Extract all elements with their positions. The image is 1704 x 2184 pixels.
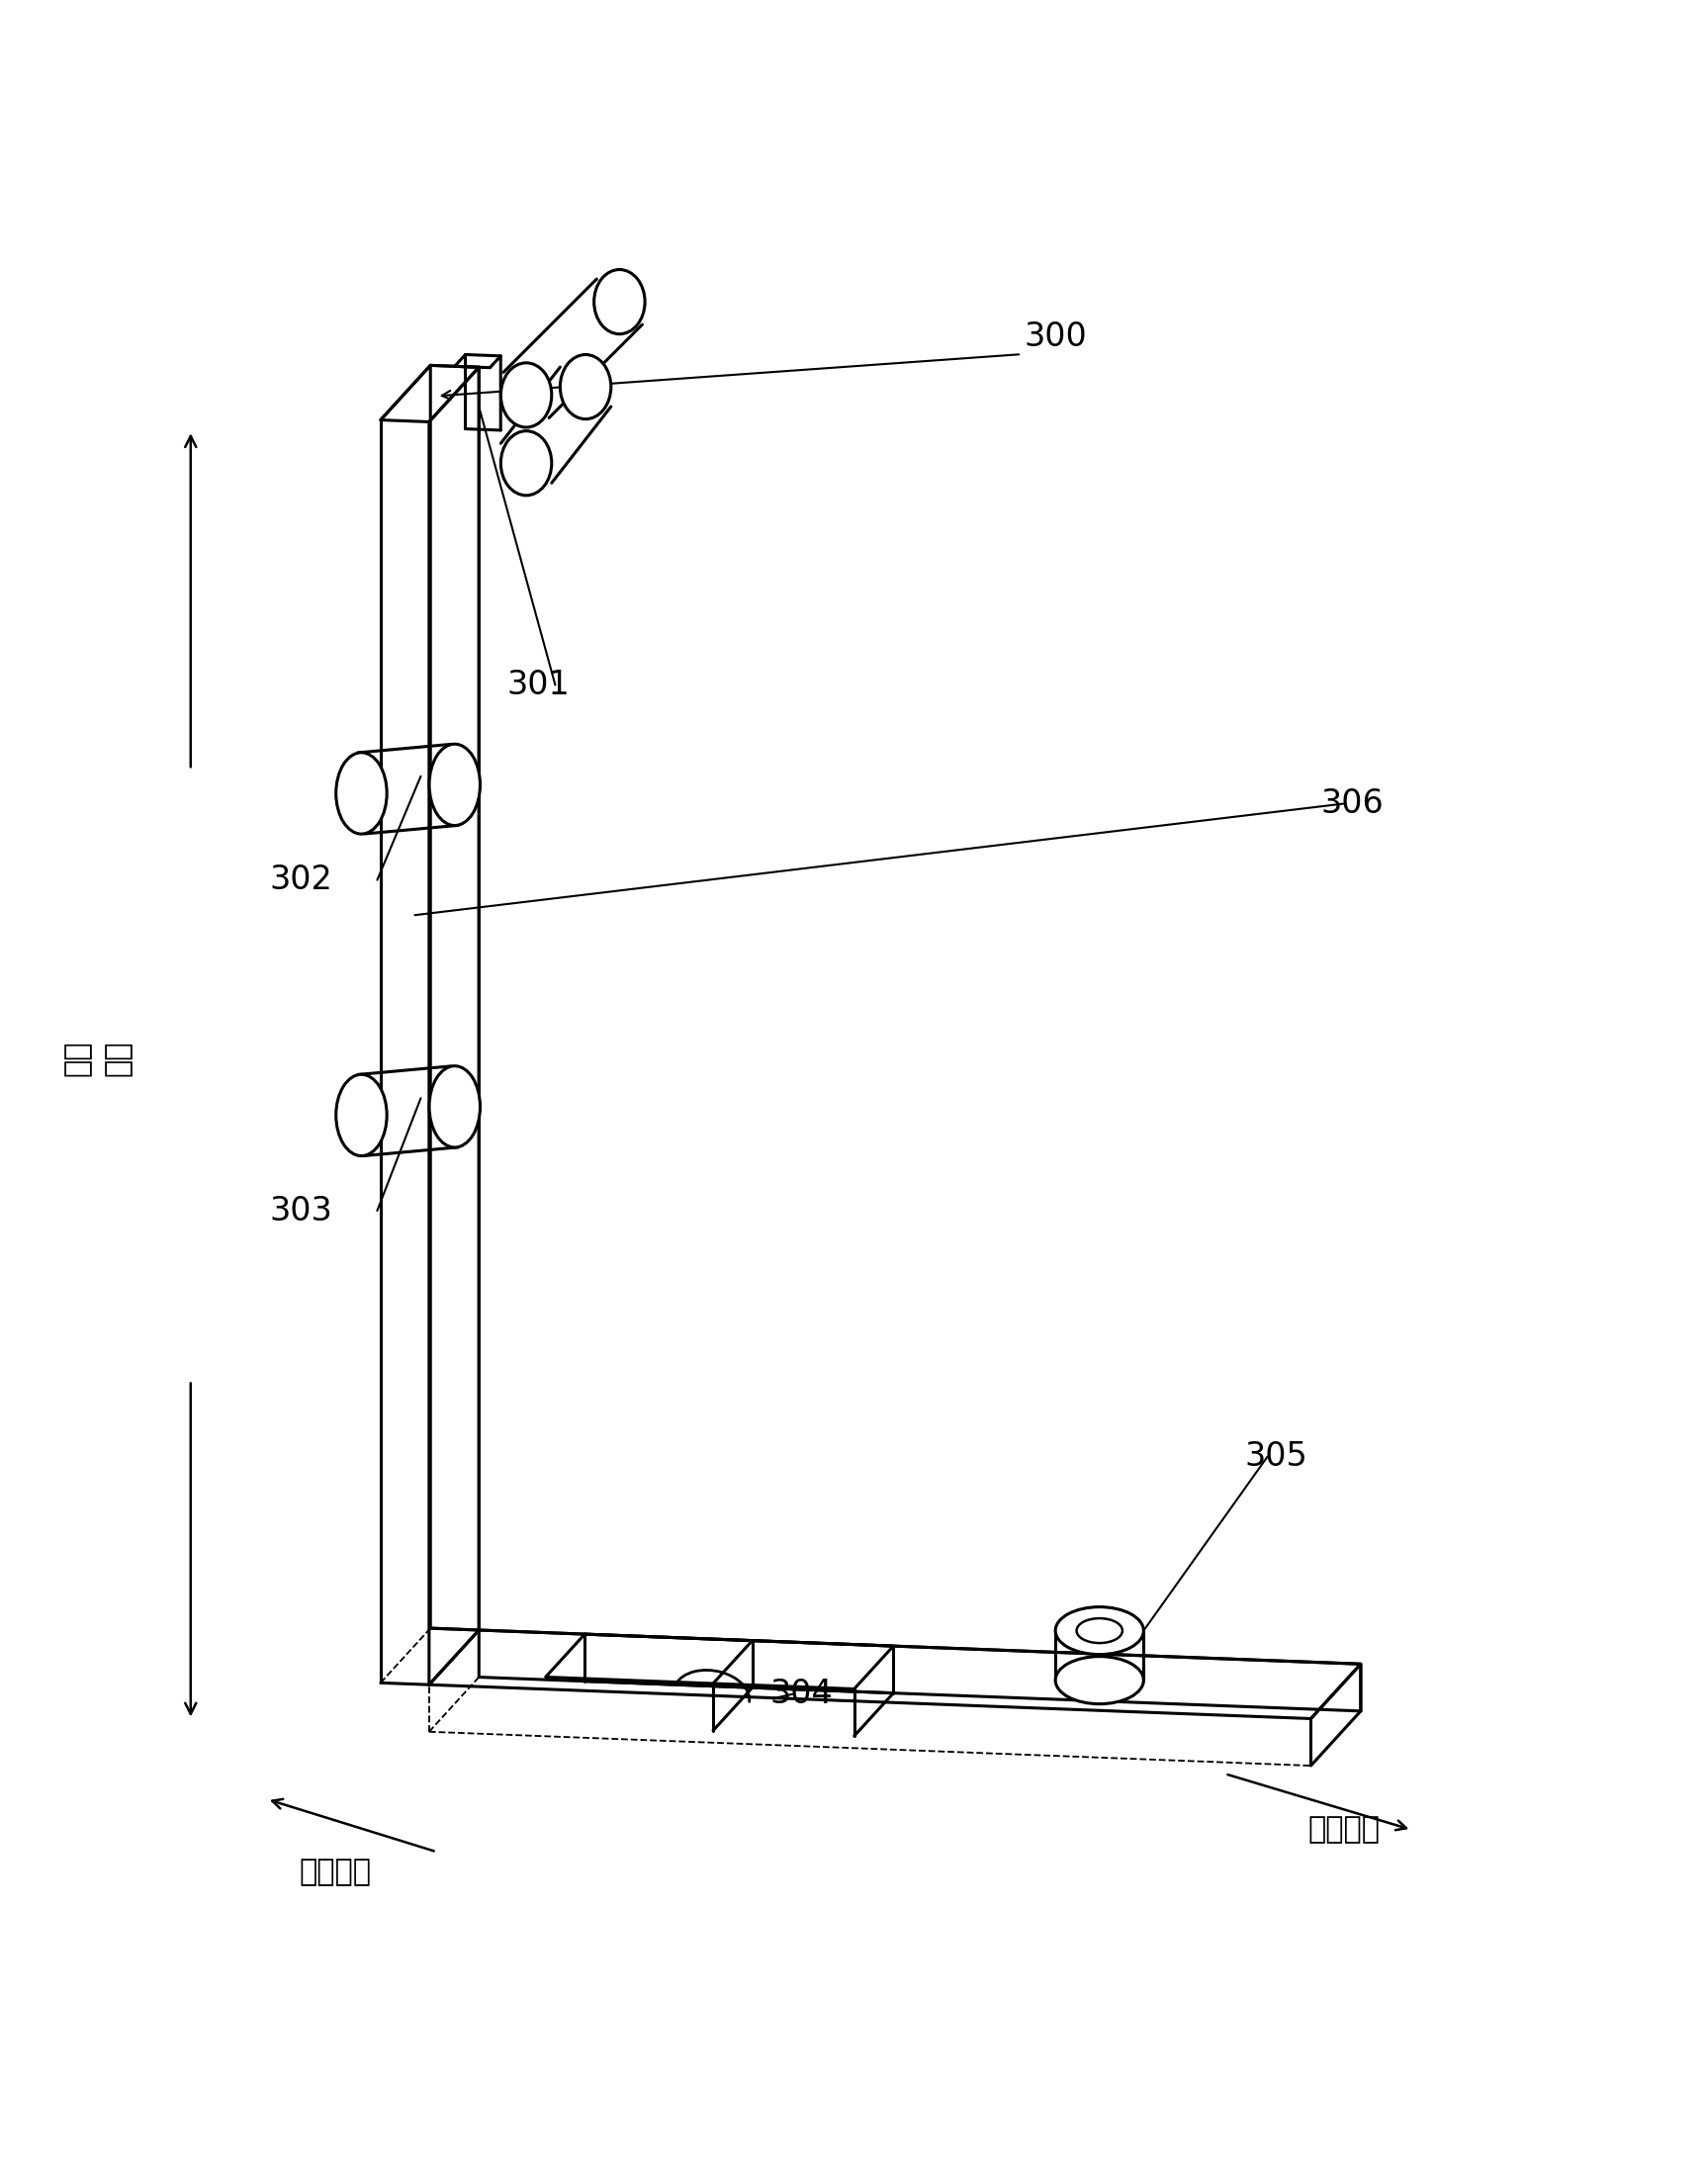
Text: 搞运方向: 搞运方向 (1307, 1815, 1380, 1843)
Ellipse shape (595, 269, 644, 334)
Ellipse shape (501, 363, 552, 428)
Ellipse shape (1077, 1618, 1123, 1642)
Ellipse shape (336, 1075, 387, 1155)
Text: 304: 304 (770, 1677, 833, 1710)
Ellipse shape (336, 753, 387, 834)
Text: 301: 301 (506, 668, 569, 701)
Text: 305: 305 (1244, 1439, 1307, 1472)
Text: 306: 306 (1321, 788, 1384, 819)
Text: 303: 303 (269, 1195, 332, 1227)
Text: 300: 300 (1024, 321, 1087, 354)
Ellipse shape (429, 1066, 481, 1147)
Ellipse shape (1055, 1607, 1143, 1655)
Ellipse shape (561, 354, 612, 419)
Text: 宽度
方向: 宽度 方向 (63, 1040, 131, 1077)
Ellipse shape (501, 430, 552, 496)
Ellipse shape (429, 745, 481, 826)
Text: 进深方向: 进深方向 (298, 1859, 371, 1887)
Text: 302: 302 (269, 863, 332, 895)
Ellipse shape (1055, 1655, 1143, 1704)
